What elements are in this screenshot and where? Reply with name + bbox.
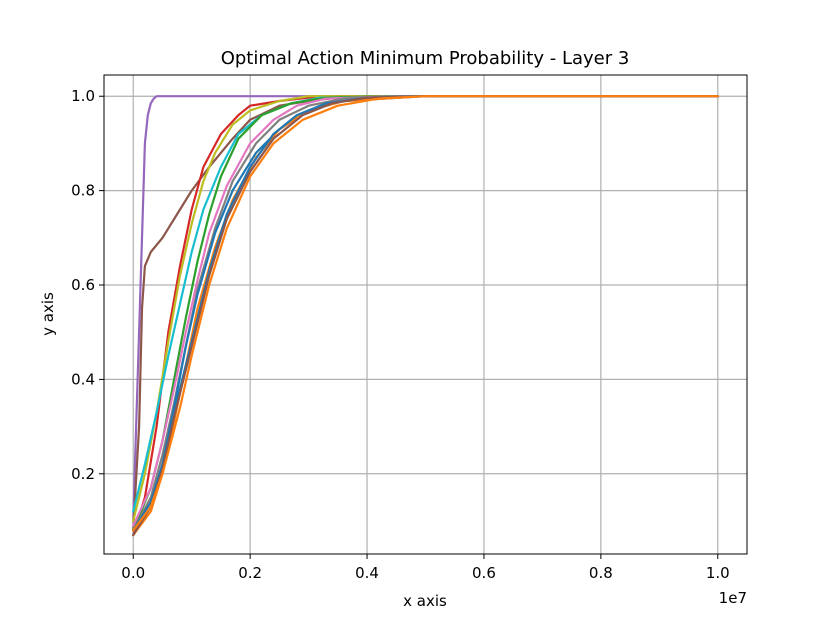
series-line-0 — [132, 95, 719, 523]
y-tick-label: 1.0 — [71, 87, 95, 105]
series-line-6 — [132, 95, 719, 527]
series-line-7 — [132, 95, 719, 532]
x-tick-label: 0.4 — [355, 564, 379, 582]
y-tick-label: 0.2 — [71, 465, 95, 483]
chart-title: Optimal Action Minimum Probability - Lay… — [221, 48, 630, 69]
x-tick-label: 0.6 — [472, 564, 496, 582]
y-tick-label: 0.4 — [71, 370, 95, 388]
series-line-12 — [132, 95, 719, 532]
y-axis-label: y axis — [39, 292, 57, 336]
y-tick-label: 0.8 — [71, 182, 95, 200]
x-tick-label: 0.2 — [238, 564, 262, 582]
x-tick-label: 0.8 — [589, 564, 613, 582]
x-axis-label: x axis — [403, 592, 447, 610]
series-line-11 — [132, 95, 719, 537]
x-offset-text: 1e7 — [719, 589, 747, 607]
plot-frame — [103, 74, 748, 555]
series-layer — [132, 95, 719, 537]
x-tick-label: 1.0 — [706, 564, 730, 582]
x-tick-label: 0.0 — [121, 564, 145, 582]
x-ticks: 0.0 0.2 0.4 0.6 0.8 1.0 — [121, 554, 730, 582]
y-tick-label: 0.6 — [71, 276, 95, 294]
y-ticks: 0.2 0.4 0.6 0.8 1.0 — [71, 87, 104, 483]
